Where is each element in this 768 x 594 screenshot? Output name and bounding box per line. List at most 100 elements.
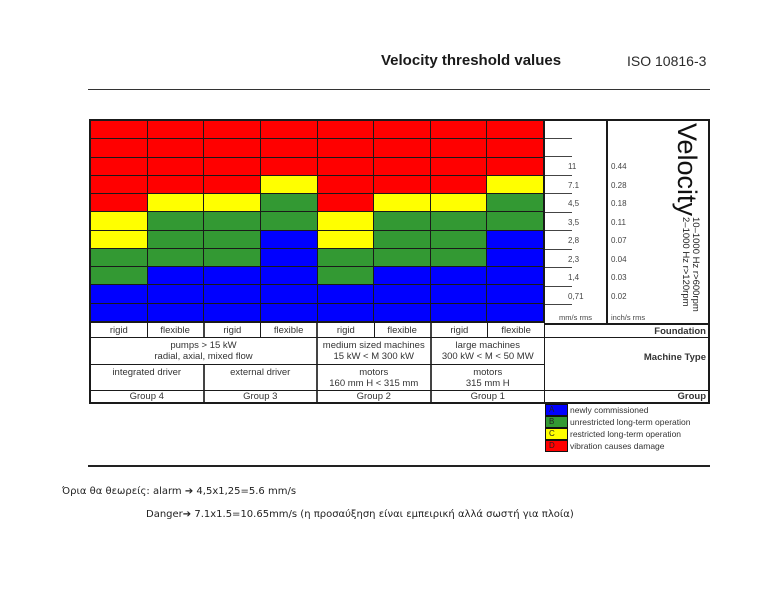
zone-cell bbox=[260, 285, 317, 303]
zone-cell bbox=[317, 230, 374, 248]
zone-cell bbox=[91, 230, 147, 248]
zone-cell bbox=[317, 248, 374, 267]
zone-cell bbox=[374, 139, 430, 157]
zone-cell bbox=[204, 303, 260, 321]
zone-cell bbox=[204, 267, 260, 285]
zone-cell bbox=[204, 157, 260, 175]
zone-cell bbox=[147, 230, 204, 248]
legend-item-c: C restricted long-term operation bbox=[545, 428, 745, 440]
zone-cell bbox=[260, 267, 317, 285]
zone-cell bbox=[430, 121, 487, 139]
zone-cell bbox=[260, 303, 317, 321]
zone-cell bbox=[374, 285, 430, 303]
zone-cell bbox=[260, 230, 317, 248]
driver-g1: motors 315 mm H bbox=[432, 365, 545, 390]
inch-value: 0.18 bbox=[611, 199, 627, 209]
legend-swatch-b: B bbox=[545, 416, 568, 428]
zone-cell bbox=[317, 212, 374, 230]
foundation-label: Foundation bbox=[545, 323, 710, 338]
zone-cell bbox=[147, 157, 204, 175]
mm-value: 11 bbox=[568, 162, 577, 172]
bottom-divider bbox=[88, 465, 710, 467]
zone-cell bbox=[374, 194, 430, 212]
zone-cell bbox=[147, 175, 204, 194]
zone-cell bbox=[430, 230, 487, 248]
foundation-cell: flexible bbox=[148, 323, 205, 337]
foundation-row: rigid flexible rigid flexible rigid flex… bbox=[89, 323, 545, 338]
inch-scale: inch/s rms Velocity 10–1000 Hz r>600rpm … bbox=[608, 119, 710, 323]
medium-line2: 15 kW < M 300 kW bbox=[333, 351, 414, 362]
legend-swatch-c: C bbox=[545, 428, 568, 440]
freq-line1: 10–1000 Hz r>600rpm bbox=[690, 217, 701, 312]
large-line1: large machines bbox=[455, 340, 520, 351]
scale-tick bbox=[545, 267, 572, 269]
legend-item-b: B unrestricted long-term operation bbox=[545, 416, 745, 428]
top-divider bbox=[88, 89, 710, 90]
zone-cell bbox=[487, 303, 543, 321]
group-cell: Group 2 bbox=[318, 391, 432, 402]
zone-cell bbox=[91, 267, 147, 285]
standard-label: ISO 10816-3 bbox=[627, 53, 707, 69]
inch-value: 0.28 bbox=[611, 180, 627, 190]
zone-cell bbox=[147, 248, 204, 267]
zone-cell bbox=[374, 267, 430, 285]
alarm-note: Όρια θα θεωρείς: alarm ➔ 4,5x1,25=5.6 mm… bbox=[62, 486, 297, 497]
zone-cell bbox=[91, 139, 147, 157]
zone-cell bbox=[204, 248, 260, 267]
zone-cell bbox=[204, 175, 260, 194]
zone-cell bbox=[204, 121, 260, 139]
zone-cell bbox=[91, 194, 147, 212]
inch-value: 0.11 bbox=[611, 217, 626, 227]
mm-value: 2,8 bbox=[568, 236, 580, 246]
driver-g1-line1: motors bbox=[473, 367, 503, 378]
group-cell: Group 1 bbox=[432, 391, 545, 402]
mm-value: 7.1 bbox=[568, 180, 580, 190]
foundation-cell: flexible bbox=[261, 323, 318, 337]
machine-type-large: large machines 300 kW < M < 50 MW bbox=[432, 338, 545, 364]
inch-unit-label: inch/s rms bbox=[611, 313, 646, 322]
pumps-line1: pumps > 15 kW bbox=[170, 340, 237, 351]
scale-tick bbox=[545, 211, 572, 213]
zone-cell bbox=[147, 121, 204, 139]
zone-cell bbox=[260, 248, 317, 267]
machine-type-medium: medium sized machines 15 kW < M 300 kW bbox=[318, 338, 432, 364]
zone-cell bbox=[374, 303, 430, 321]
danger-note: Danger➔ 7.1x1.5=10.65mm/s (η προσαύξηση … bbox=[146, 509, 574, 520]
foundation-cell: flexible bbox=[488, 323, 545, 337]
driver-g2: motors 160 mm H < 315 mm bbox=[318, 365, 432, 390]
zone-cell bbox=[147, 194, 204, 212]
zone-cell bbox=[91, 121, 147, 139]
legend-label-b: unrestricted long-term operation bbox=[570, 417, 691, 427]
legend-item-d: D vibration causes damage bbox=[545, 440, 745, 452]
zone-cell bbox=[430, 212, 487, 230]
scale-tick bbox=[545, 193, 572, 195]
zone-cell bbox=[260, 121, 317, 139]
mm-value: 4,5 bbox=[568, 199, 580, 209]
frequency-label: 10–1000 Hz r>600rpm 2–1000 Hz r>120rpm bbox=[680, 217, 701, 312]
zone-cell bbox=[317, 267, 374, 285]
foundation-cell: rigid bbox=[318, 323, 375, 337]
zone-cell bbox=[91, 175, 147, 194]
zone-cell bbox=[317, 303, 374, 321]
zone-cell bbox=[147, 303, 204, 321]
foundation-cell: flexible bbox=[375, 323, 432, 337]
zone-cell bbox=[374, 121, 430, 139]
zone-cell bbox=[487, 157, 543, 175]
foundation-cell: rigid bbox=[91, 323, 148, 337]
pumps-line2: radial, axial, mixed flow bbox=[154, 351, 253, 362]
zone-cell bbox=[260, 157, 317, 175]
inch-value: 0.07 bbox=[611, 236, 627, 246]
group-row: Group 4 Group 3 Group 2 Group 1 bbox=[89, 391, 545, 404]
zone-cell bbox=[487, 230, 543, 248]
zone-cell bbox=[430, 175, 487, 194]
zone-cell bbox=[487, 285, 543, 303]
group-cell: Group 4 bbox=[91, 391, 205, 402]
zone-grid bbox=[89, 119, 545, 323]
zone-cell bbox=[374, 175, 430, 194]
zone-cell bbox=[260, 175, 317, 194]
group-cell: Group 3 bbox=[205, 391, 318, 402]
zone-cell bbox=[147, 267, 204, 285]
zone-cell bbox=[430, 157, 487, 175]
mm-value: 0,71 bbox=[568, 291, 584, 301]
driver-g3-text: external driver bbox=[230, 367, 291, 378]
